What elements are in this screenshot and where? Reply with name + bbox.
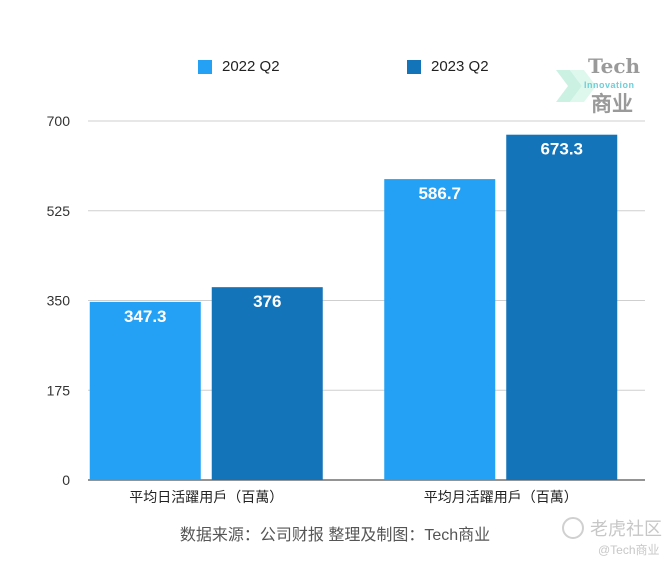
bar [506,134,618,480]
x-tick-label: 平均日活躍用戶（百萬） [129,489,283,505]
watermark-innovation: Innovation [584,80,635,90]
y-tick-label: 700 [47,113,71,129]
watermark-tech: Tech [588,54,641,78]
legend-swatch-2022 [198,59,212,74]
y-tick-label: 525 [47,203,71,219]
tiger-logo-icon [562,517,584,539]
platform-handle: @Tech商业 [598,543,660,557]
watermark-biz: 商业 [591,93,633,116]
bar [211,287,323,480]
data-label: 586.7 [418,184,461,203]
source-caption: 数据来源：公司财报 整理及制图：Tech商业 [179,527,491,544]
legend-label-2023: 2023 Q2 [431,58,489,75]
x-tick-label: 平均月活躍用戶（百萬） [424,489,578,505]
data-label: 376 [253,292,281,311]
legend-swatch-2023 [407,59,421,74]
y-tick-label: 175 [47,382,71,398]
platform-name: 老虎社区 [590,519,662,539]
legend-item-2022: 2022 Q2 [198,58,280,75]
y-tick-label: 0 [62,472,70,488]
arrow-logo-icon [556,70,596,102]
data-label: 673.3 [540,140,583,159]
legend-label-2022: 2022 Q2 [222,58,280,75]
y-tick-label: 350 [47,293,71,309]
legend-item-2023: 2023 Q2 [407,58,489,75]
data-label: 347.3 [124,307,167,326]
bar [89,301,201,480]
bar [384,179,496,480]
